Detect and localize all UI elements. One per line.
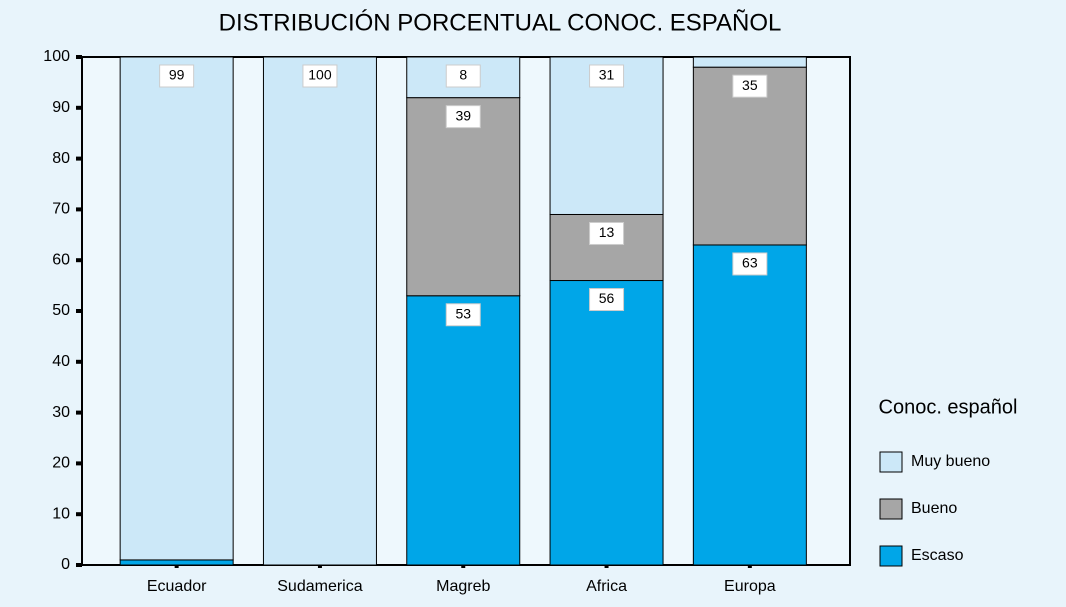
x-tick-label: Europa xyxy=(724,578,776,595)
legend-swatch xyxy=(879,451,903,473)
x-tick-label: Sudamerica xyxy=(277,578,362,595)
legend-title: Conoc. español xyxy=(879,396,1018,418)
value-label-box xyxy=(302,64,338,88)
value-label: 53 xyxy=(455,305,471,321)
value-label-box xyxy=(445,105,481,129)
y-tick-label: 20 xyxy=(52,455,70,472)
bar-segment xyxy=(692,244,807,566)
x-tick-label: Africa xyxy=(586,578,627,595)
y-tick-label: 70 xyxy=(52,201,70,218)
value-label-box xyxy=(445,64,481,88)
value-label: 13 xyxy=(599,224,615,240)
legend-label: Bueno xyxy=(911,500,957,517)
value-label-box xyxy=(159,64,195,88)
value-label-box xyxy=(589,221,625,245)
bar-segment xyxy=(406,97,521,297)
y-tick-label: 100 xyxy=(43,48,70,65)
legend-swatch xyxy=(879,545,903,567)
bar-segment xyxy=(119,56,234,561)
value-label-box xyxy=(732,252,768,276)
value-label: 63 xyxy=(742,255,758,271)
value-label-box xyxy=(732,74,768,98)
value-label: 39 xyxy=(455,107,471,123)
value-label: 99 xyxy=(169,67,185,83)
y-tick-label: 50 xyxy=(52,302,70,319)
value-label-box xyxy=(589,288,625,312)
y-tick-label: 90 xyxy=(52,99,70,116)
x-tick-label: Magreb xyxy=(436,578,490,595)
bar-segment xyxy=(262,56,377,566)
y-tick-label: 40 xyxy=(52,353,70,370)
y-tick-label: 60 xyxy=(52,251,70,268)
legend-swatch xyxy=(879,498,903,520)
bar-segment xyxy=(119,559,234,566)
bar-segment xyxy=(406,295,521,566)
value-label: 8 xyxy=(459,67,467,83)
bar-segment xyxy=(692,56,807,68)
value-label: 100 xyxy=(308,67,332,83)
value-label-box xyxy=(445,303,481,327)
x-tick-label: Ecuador xyxy=(147,578,207,595)
y-tick-label: 30 xyxy=(52,404,70,421)
legend-label: Escaso xyxy=(911,547,964,564)
value-label-box xyxy=(589,64,625,88)
chart-title: DISTRIBUCIÓN PORCENTUAL CONOC. ESPAÑOL xyxy=(219,9,782,36)
y-tick-label: 10 xyxy=(52,505,70,522)
y-tick-label: 0 xyxy=(61,556,70,573)
value-label: 35 xyxy=(742,77,758,93)
value-label: 31 xyxy=(599,67,615,83)
y-tick-label: 80 xyxy=(52,150,70,167)
bar-segment xyxy=(549,280,664,566)
value-label: 56 xyxy=(599,290,615,306)
legend-label: Muy bueno xyxy=(911,453,990,470)
